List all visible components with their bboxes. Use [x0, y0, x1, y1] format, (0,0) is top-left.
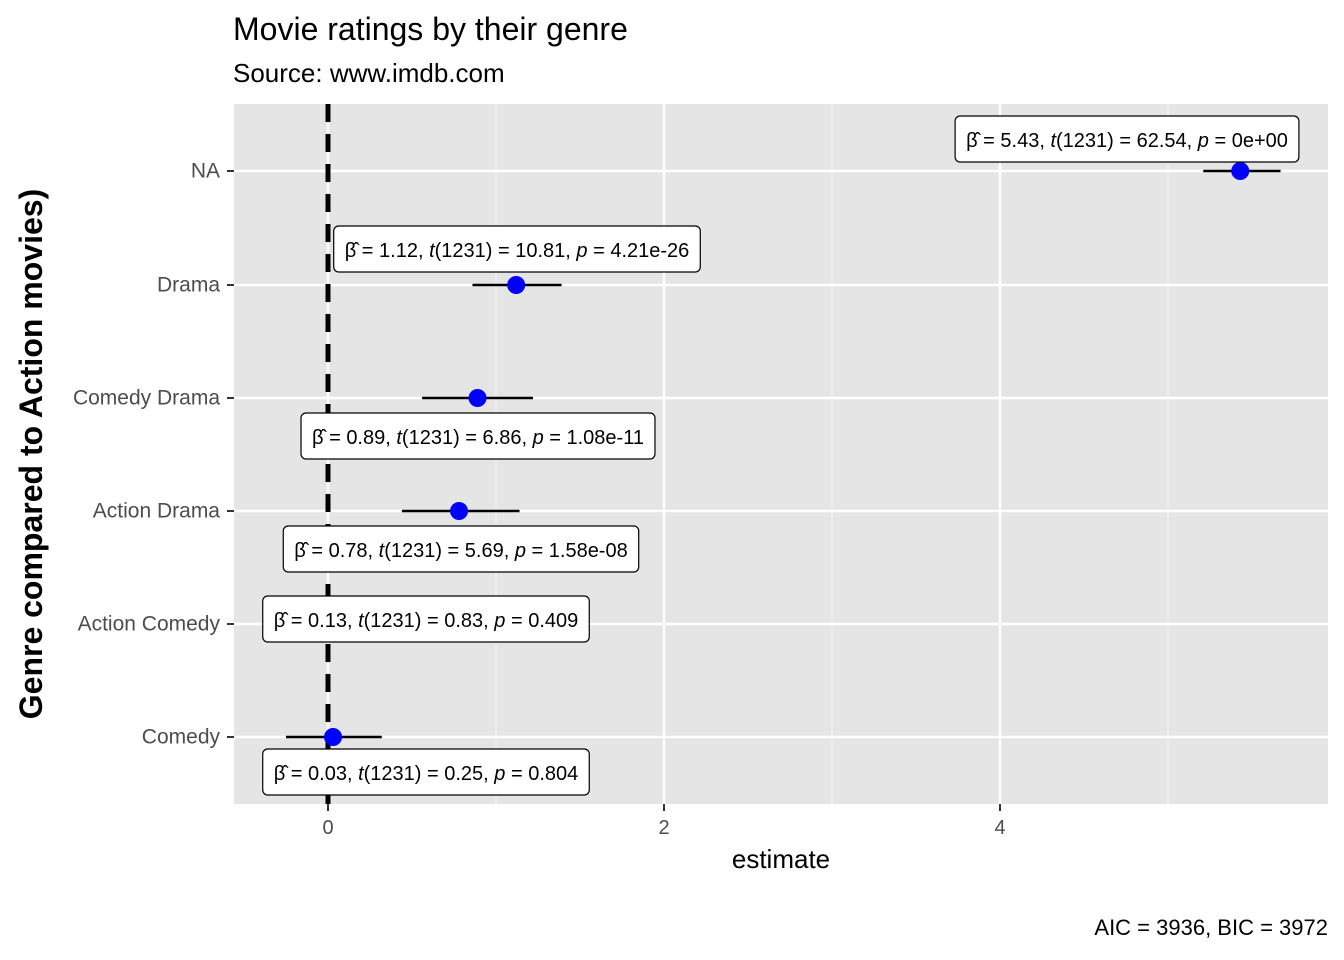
- coefficient-label: β̂ = 0.03, t(1231) = 0.25, p = 0.804: [262, 748, 590, 796]
- y-tick-label: NA: [191, 160, 220, 183]
- chart-title: Movie ratings by their genre: [233, 11, 628, 47]
- label-box: [262, 748, 590, 796]
- estimate-point: [1231, 162, 1250, 180]
- label-text: β̂ = 1.12, t(1231) = 10.81, p = 4.21e-26: [345, 240, 690, 262]
- x-axis-label: estimate: [732, 844, 830, 874]
- label-box: [954, 115, 1300, 163]
- label-text: β̂ = 0.13, t(1231) = 0.83, p = 0.409: [274, 610, 579, 632]
- x-axis-ticks: 0 2 4: [322, 804, 1006, 839]
- y-axis-label: Genre compared to Action movies): [13, 189, 49, 719]
- coefficient-label: β̂ = 1.12, t(1231) = 10.81, p = 4.21e-26: [333, 225, 701, 273]
- y-tick-label: Action Drama: [93, 500, 221, 523]
- model-fit-caption: AIC = 3936, BIC = 3972: [1094, 915, 1328, 940]
- x-tick-label: 2: [658, 817, 669, 839]
- estimate-point: [324, 728, 343, 746]
- label-box: [262, 595, 590, 643]
- coefficient-label: β̂ = 0.78, t(1231) = 5.69, p = 1.58e-08: [282, 525, 640, 573]
- label-box: [282, 525, 640, 573]
- y-axis-ticks: Comedy Action Comedy Action Drama Comedy Dr…: [73, 160, 234, 749]
- coefficient-label: β̂ = 0.89, t(1231) = 6.86, p = 1.08e-11: [300, 412, 656, 460]
- label-text: β̂ = 0.03, t(1231) = 0.25, p = 0.804: [274, 763, 579, 785]
- label-text: β̂ = 5.43, t(1231) = 62.54, p = 0e+00: [966, 130, 1288, 152]
- coefficient-label: β̂ = 0.13, t(1231) = 0.83, p = 0.409: [262, 595, 590, 643]
- label-box: [333, 225, 701, 273]
- coefficient-labels: β̂ = 0.03, t(1231) = 0.25, p = 0.804 β̂ =…: [262, 115, 1300, 796]
- chart-subtitle: Source: www.imdb.com: [233, 58, 505, 88]
- label-text: β̂ = 0.78, t(1231) = 5.69, p = 1.58e-08: [294, 540, 627, 562]
- y-tick-label: Comedy Drama: [73, 387, 220, 410]
- coefficient-label: β̂ = 5.43, t(1231) = 62.54, p = 0e+00: [954, 115, 1300, 163]
- label-text: β̂ = 0.89, t(1231) = 6.86, p = 1.08e-11: [312, 427, 644, 449]
- x-tick-label: 4: [994, 817, 1005, 839]
- estimate-point: [507, 276, 526, 294]
- estimate-point: [450, 502, 469, 520]
- x-tick-label: 0: [322, 817, 333, 839]
- label-box: [300, 412, 656, 460]
- y-tick-label: Comedy: [142, 726, 221, 749]
- y-tick-label: Action Comedy: [78, 613, 221, 636]
- y-tick-label: Drama: [157, 274, 220, 297]
- estimate-point: [468, 389, 487, 407]
